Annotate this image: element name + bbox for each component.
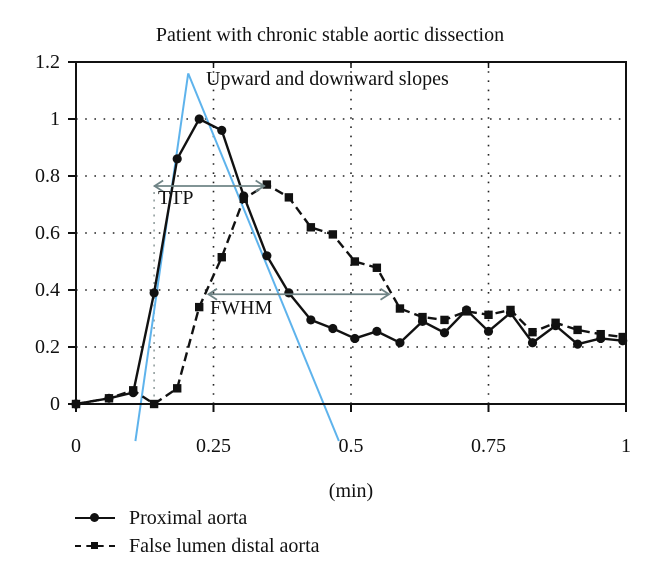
data-point-square [239,194,248,203]
data-point-square [528,327,537,337]
fwhm-arrow-right-head-icon [380,288,391,301]
data-point-square [440,315,449,325]
data-point-square [195,302,204,312]
x-tick-label-1: 1 [621,435,631,457]
plot-frame [75,61,627,405]
data-point-circle [350,333,360,344]
legend-item-proximal-aorta: Proximal aorta [75,505,247,531]
x-tick-label-0.25: 0.25 [196,435,231,457]
x-tick-label-0.5: 0.5 [338,435,364,457]
legend-square-marker-icon [91,542,98,549]
data-point-square [350,257,360,266]
series-line-0 [75,117,623,406]
data-point-circle [483,326,494,336]
y-tick-label-0: 0 [50,393,60,415]
data-point-square [506,305,515,315]
data-point-circle [217,125,227,135]
data-point-circle [372,326,382,336]
data-point-square [173,384,182,393]
y-tick-label-0.6: 0.6 [35,222,60,244]
data-point-circle [328,323,338,334]
legend-false-lumen-label: False lumen distal aorta [129,535,320,557]
fwhm-arrow-left-head-icon [206,288,218,301]
ttp-annotation-label: TTP [158,187,194,209]
data-point-circle [395,338,405,348]
y-tick-label-0.8: 0.8 [35,165,60,187]
data-point-square [596,329,605,339]
data-point-square [372,263,382,272]
data-point-square [104,394,114,403]
data-point-square [573,325,582,335]
data-point-circle [527,338,538,348]
data-point-circle [172,154,182,164]
legend-item-false-lumen: False lumen distal aorta [75,533,320,559]
y-tick-label-1.2: 1.2 [35,51,60,73]
data-point-circle [149,288,159,298]
data-point-square [551,318,560,327]
y-tick-label-0.4: 0.4 [35,279,60,301]
legend-proximal-sample [75,512,115,524]
upward-slope-line [134,73,190,442]
data-point-circle [306,315,316,325]
legend-proximal-label: Proximal aorta [129,507,248,529]
y-tick-label-1: 1 [50,108,60,130]
data-point-square [618,332,627,342]
data-point-square [484,310,493,319]
chart-title: Patient with chronic stable aortic disse… [155,24,505,46]
x-tick-label-0: 0 [71,435,81,457]
ttp-arrow-left-head-icon [152,179,164,193]
x-axis-label: (min) [328,480,374,502]
fwhm-annotation-label: FWHM [210,297,273,319]
data-point-circle [284,288,294,298]
ttp-arrow-right-head-icon [255,179,266,193]
data-point-circle [573,339,583,349]
data-point-square [418,312,427,322]
data-point-square [306,223,316,232]
legend-circle-marker-icon [90,513,99,522]
data-point-square [129,386,138,395]
data-point-circle [439,328,450,338]
y-tick-label-0.2: 0.2 [35,336,60,358]
data-point-square [262,180,272,189]
data-point-circle [262,251,272,261]
data-point-square [462,307,471,316]
slopes-annotation-label: Upward and downward slopes [206,68,449,90]
data-point-circle [194,114,204,124]
data-point-square [328,230,338,239]
data-point-square [284,193,294,202]
data-point-square [395,304,405,313]
legend-false-lumen-sample [75,540,115,552]
x-tick-label-0.75: 0.75 [471,435,506,457]
data-point-square [217,253,226,262]
